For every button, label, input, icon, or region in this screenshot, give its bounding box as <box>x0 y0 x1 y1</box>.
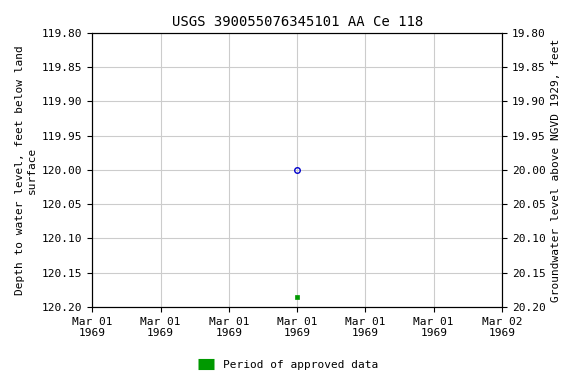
Legend: Period of approved data: Period of approved data <box>193 356 383 375</box>
Title: USGS 390055076345101 AA Ce 118: USGS 390055076345101 AA Ce 118 <box>172 15 423 29</box>
Y-axis label: Depth to water level, feet below land
surface: Depth to water level, feet below land su… <box>15 45 37 295</box>
Y-axis label: Groundwater level above NGVD 1929, feet: Groundwater level above NGVD 1929, feet <box>551 38 561 301</box>
